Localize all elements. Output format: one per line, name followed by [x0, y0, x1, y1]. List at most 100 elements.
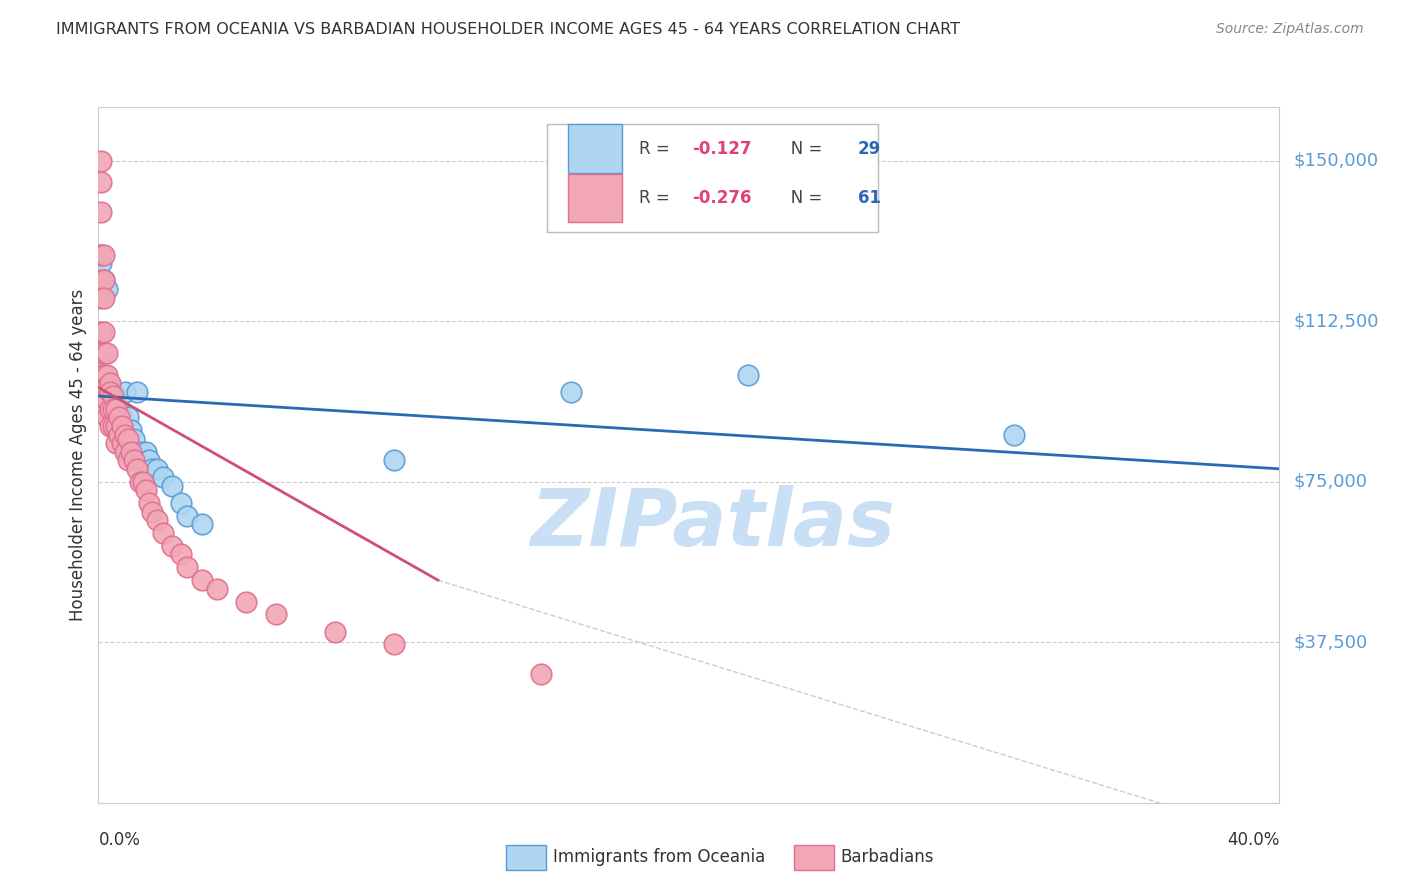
- Point: [162, 539, 183, 553]
- Point: [90, 153, 112, 168]
- Point: [103, 419, 125, 434]
- Point: [90, 256, 112, 270]
- Point: [170, 548, 193, 562]
- Point: [103, 401, 125, 416]
- Point: [98, 380, 121, 394]
- Text: Immigrants from Oceania: Immigrants from Oceania: [553, 848, 765, 866]
- Point: [135, 444, 157, 458]
- Point: [132, 475, 155, 489]
- Text: Source: ZipAtlas.com: Source: ZipAtlas.com: [1216, 22, 1364, 37]
- Point: [530, 667, 553, 681]
- Point: [560, 384, 582, 399]
- Point: [96, 368, 118, 382]
- Point: [146, 462, 169, 476]
- Bar: [568, 174, 621, 222]
- Point: [117, 453, 139, 467]
- Point: [90, 368, 112, 382]
- Point: [122, 432, 145, 446]
- Text: R =: R =: [640, 139, 675, 158]
- Point: [105, 419, 128, 434]
- Point: [152, 470, 174, 484]
- Text: -0.127: -0.127: [693, 139, 752, 158]
- Point: [90, 325, 112, 339]
- Point: [125, 462, 148, 476]
- Text: $150,000: $150,000: [1294, 152, 1379, 169]
- Text: $75,000: $75,000: [1294, 473, 1368, 491]
- Point: [103, 389, 125, 403]
- Text: ZIPatlas: ZIPatlas: [530, 485, 896, 564]
- Point: [93, 368, 115, 382]
- Point: [141, 505, 163, 519]
- Point: [108, 401, 131, 416]
- Point: [93, 346, 115, 360]
- Point: [176, 560, 198, 574]
- Text: N =: N =: [775, 139, 828, 158]
- Point: [108, 410, 131, 425]
- Point: [125, 384, 148, 399]
- Point: [323, 624, 346, 639]
- Point: [90, 248, 112, 262]
- Point: [93, 248, 115, 262]
- Point: [96, 346, 118, 360]
- Text: $112,500: $112,500: [1294, 312, 1379, 330]
- Point: [111, 410, 134, 425]
- Point: [138, 496, 160, 510]
- Text: 61: 61: [858, 189, 880, 207]
- Point: [205, 582, 228, 596]
- Point: [90, 401, 112, 416]
- Point: [90, 175, 112, 189]
- Point: [96, 410, 118, 425]
- Bar: [547, 124, 877, 232]
- Point: [98, 376, 121, 391]
- Text: 40.0%: 40.0%: [1227, 830, 1279, 848]
- Point: [382, 453, 405, 467]
- Point: [90, 273, 112, 287]
- Point: [93, 384, 115, 399]
- Point: [108, 427, 131, 442]
- Point: [152, 526, 174, 541]
- Point: [162, 479, 183, 493]
- Point: [138, 453, 160, 467]
- Point: [135, 483, 157, 498]
- Point: [90, 248, 112, 262]
- Point: [105, 436, 128, 450]
- Point: [111, 419, 134, 434]
- Point: [141, 462, 163, 476]
- Text: IMMIGRANTS FROM OCEANIA VS BARBADIAN HOUSEHOLDER INCOME AGES 45 - 64 YEARS CORRE: IMMIGRANTS FROM OCEANIA VS BARBADIAN HOU…: [56, 22, 960, 37]
- Point: [90, 384, 112, 399]
- Text: N =: N =: [775, 189, 828, 207]
- Point: [117, 432, 139, 446]
- Point: [93, 273, 115, 287]
- Text: -0.276: -0.276: [693, 189, 752, 207]
- Point: [93, 273, 115, 287]
- Point: [737, 368, 759, 382]
- Point: [132, 453, 155, 467]
- Text: R =: R =: [640, 189, 675, 207]
- Text: 0.0%: 0.0%: [98, 830, 141, 848]
- Text: Barbadians: Barbadians: [841, 848, 935, 866]
- Point: [191, 517, 214, 532]
- Point: [98, 401, 121, 416]
- Point: [128, 475, 150, 489]
- Point: [98, 384, 121, 399]
- Point: [98, 419, 121, 434]
- Point: [235, 594, 257, 608]
- Point: [117, 410, 139, 425]
- Bar: [568, 124, 621, 173]
- Point: [105, 389, 128, 403]
- Point: [114, 384, 136, 399]
- Point: [120, 444, 142, 458]
- Text: 29: 29: [858, 139, 882, 158]
- Point: [90, 291, 112, 305]
- Point: [170, 496, 193, 510]
- Point: [264, 607, 287, 622]
- Point: [1002, 427, 1025, 442]
- Point: [114, 427, 136, 442]
- Point: [93, 291, 115, 305]
- Point: [90, 346, 112, 360]
- Point: [128, 444, 150, 458]
- Point: [146, 513, 169, 527]
- Point: [103, 389, 125, 403]
- Y-axis label: Householder Income Ages 45 - 64 years: Householder Income Ages 45 - 64 years: [69, 289, 87, 621]
- Point: [111, 436, 134, 450]
